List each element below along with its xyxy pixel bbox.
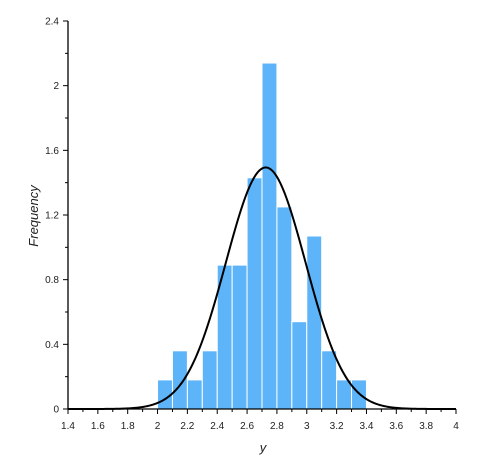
histogram-bar [276, 206, 293, 410]
x-tick-label: 2 [155, 421, 161, 432]
histogram-bar [261, 62, 278, 410]
y-tick-label: 0 [53, 405, 59, 416]
x-tick-label: 4 [453, 421, 459, 432]
x-axis-ticks: 1.4 1.6 1.8 2 2.2 2.4 2.6 2.8 3 3.2 3.4 3.6 3.8 4 [61, 409, 459, 432]
x-tick-label: 3 [304, 421, 310, 432]
histogram-bar [291, 321, 308, 410]
y-tick-label: 1.2 [45, 211, 59, 222]
y-axis-title: Frequency [26, 184, 41, 247]
y-tick-label: 2.4 [45, 17, 59, 28]
histogram-bar [201, 350, 218, 410]
x-tick-label: 1.8 [121, 421, 135, 432]
x-tick-label: 2.8 [270, 421, 284, 432]
histogram-bar [306, 235, 323, 410]
x-axis-title: y [259, 440, 268, 455]
x-tick-label: 2.4 [210, 421, 224, 432]
histogram-bar [336, 379, 353, 410]
x-tick-label: 2.6 [240, 421, 254, 432]
y-tick-label: 1.6 [45, 146, 59, 157]
histogram-bar [246, 177, 263, 410]
histogram-bar [231, 264, 248, 410]
histogram-bar [171, 350, 188, 410]
x-tick-label: 1.6 [91, 421, 105, 432]
x-tick-label: 2.2 [180, 421, 194, 432]
x-tick-label: 1.4 [61, 421, 75, 432]
histogram-bar [186, 379, 203, 410]
x-tick-label: 3.2 [330, 421, 344, 432]
y-axis-ticks: 0 0.4 0.8 1.2 1.6 2 2.4 [45, 17, 68, 416]
y-tick-label: 0.8 [45, 275, 59, 286]
x-tick-label: 3.8 [419, 421, 433, 432]
x-tick-label: 3.6 [389, 421, 403, 432]
normal-curve [68, 166, 456, 410]
normal-curve-layer [68, 166, 456, 410]
y-tick-label: 0.4 [45, 340, 59, 351]
histogram-bar [321, 350, 338, 410]
y-tick-label: 2 [53, 81, 59, 92]
x-tick-label: 3.4 [360, 421, 374, 432]
